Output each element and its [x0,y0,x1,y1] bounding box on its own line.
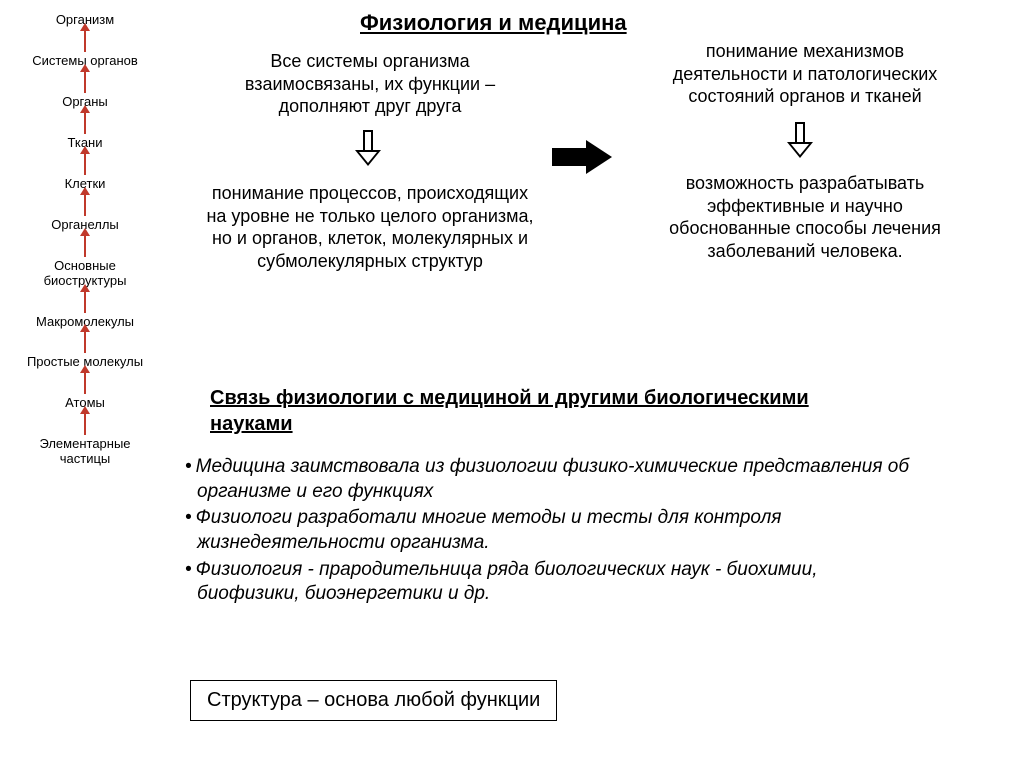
hierarchy-up-arrow-icon [84,413,86,435]
block-mid-right: возможность разрабатыватьэффективные и н… [640,172,970,262]
hierarchy-up-arrow-icon [84,112,86,134]
block-top-left: Все системы организмавзаимосвязаны, их ф… [200,50,540,118]
block-mid-left: понимание процессов, происходящихна уров… [170,182,570,272]
page-title: Физиология и медицина [360,10,627,36]
hierarchy-up-arrow-icon [84,30,86,52]
bullet-list: Медицина заимствовала из физиологии физи… [185,455,925,609]
hierarchy-up-arrow-icon [84,372,86,394]
boxed-statement: Структура – основа любой функции [190,680,557,721]
arrow-down-right [790,122,810,160]
hierarchy-up-arrow-icon [84,331,86,353]
hierarchy-up-arrow-icon [84,153,86,175]
hierarchy-column: ОрганизмСистемы органовОрганыТканиКлетки… [10,12,160,468]
subheading: Связь физиологии с медициной и другими б… [210,385,860,437]
block-top-right: понимание механизмовдеятельности и патол… [625,40,985,108]
hierarchy-up-arrow-icon [84,71,86,93]
arrow-right-solid [552,140,614,174]
bullet-item: Физиологи разработали многие методы и те… [185,506,925,555]
arrow-down-left [358,130,378,168]
bullet-item: Медицина заимствовала из физиологии физи… [185,455,925,504]
hierarchy-item: Элементарныечастицы [39,437,130,467]
hierarchy-up-arrow-icon [84,235,86,257]
hierarchy-up-arrow-icon [84,194,86,216]
hierarchy-up-arrow-icon [84,291,86,313]
bullet-item: Физиология - прародительница ряда биолог… [185,558,925,607]
